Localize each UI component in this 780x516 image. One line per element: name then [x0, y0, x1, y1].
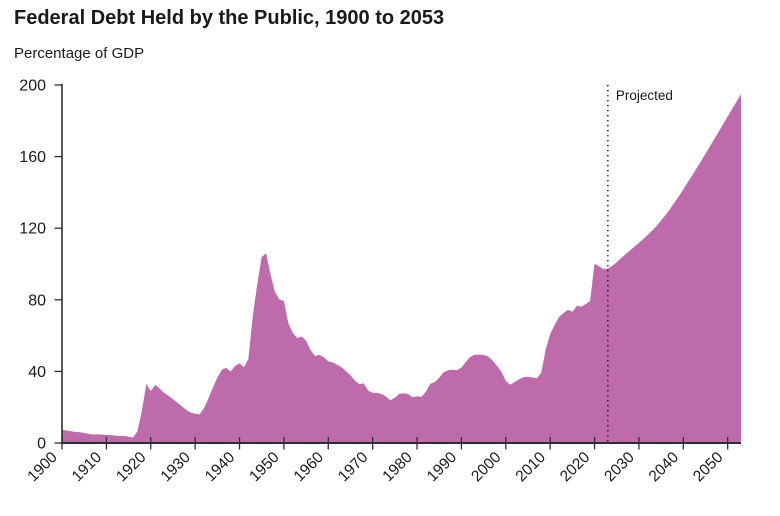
- x-axis-tick-label: 1980: [379, 449, 416, 486]
- x-axis-tick-label: 1920: [113, 449, 150, 486]
- y-axis-tick-label: 40: [28, 364, 46, 381]
- y-axis-tick-label: 0: [37, 436, 46, 453]
- x-axis-tick-label: 1960: [291, 449, 328, 486]
- y-axis-tick-label: 160: [19, 149, 46, 166]
- x-axis-tick-label: 1950: [246, 449, 283, 486]
- x-axis-tick-label: 2050: [690, 449, 727, 486]
- x-axis-tick-label: 2000: [468, 449, 505, 486]
- x-axis-ticks: 1900 1910 1920 1930 1940 1950 1960 1970 1980 1990…: [24, 437, 729, 486]
- x-axis-tick-label: 2010: [513, 449, 550, 486]
- y-axis-tick-label: 120: [19, 221, 46, 238]
- x-axis-tick-label: 2040: [646, 449, 683, 486]
- x-axis-tick-label: 1940: [202, 449, 239, 486]
- x-axis-tick-label: 2030: [601, 449, 638, 486]
- x-axis-tick-label: 1910: [69, 449, 106, 486]
- x-axis-tick-label: 1930: [158, 449, 195, 486]
- y-axis-tick-label: 80: [28, 292, 46, 309]
- x-axis-tick-label: 2020: [557, 449, 594, 486]
- x-axis-tick-label: 1970: [335, 449, 372, 486]
- debt-area: [62, 93, 741, 444]
- x-axis-tick-label: 1900: [24, 449, 61, 486]
- y-axis-unit-label: Percentage of GDP: [14, 45, 145, 62]
- x-axis-tick-label: 1990: [424, 449, 461, 486]
- y-axis-tick-label: 200: [19, 78, 46, 95]
- chart-title: Federal Debt Held by the Public, 1900 to…: [14, 7, 445, 29]
- projected-label: Projected: [616, 88, 673, 103]
- y-axis-ticks: 0 40 80 120 160 200: [19, 78, 62, 453]
